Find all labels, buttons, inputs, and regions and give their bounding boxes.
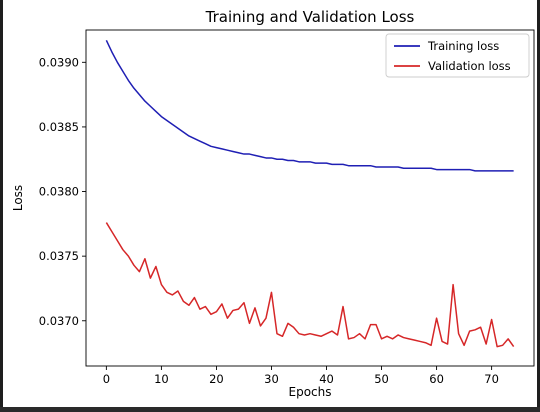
x-tick-label: 30 [264,372,279,386]
x-tick-label: 0 [103,372,110,386]
x-tick-label: 10 [154,372,169,386]
legend-label-validation-loss: Validation loss [428,59,511,73]
x-tick-label: 40 [319,372,334,386]
chart-title: Training and Validation Loss [205,8,415,26]
y-tick-label: 0.0375 [39,249,79,263]
y-axis-label: Loss [11,185,25,211]
y-tick-label: 0.0385 [39,120,79,134]
x-tick-label: 20 [209,372,224,386]
x-tick-label: 60 [429,372,444,386]
chart-figure: Training and Validation Loss 0 10 20 30 40 50… [3,0,537,407]
y-tick-label: 0.0390 [39,55,79,69]
y-tick-label: 0.0380 [39,185,79,199]
x-tick-label: 70 [484,372,499,386]
legend-label-training-loss: Training loss [427,39,499,53]
y-tick-label: 0.0370 [39,314,79,328]
plot-frame [85,29,535,367]
training-loss-line [105,40,514,172]
legend-box [385,33,530,78]
x-axis-label: Epochs [289,385,332,399]
x-tick-label: 50 [374,372,389,386]
loss-chart: Training and Validation Loss 0 10 20 30 40 50… [11,8,535,399]
validation-loss-line [105,222,515,348]
legend: Training loss Validation loss [385,33,530,78]
bottom-edge [0,407,540,412]
